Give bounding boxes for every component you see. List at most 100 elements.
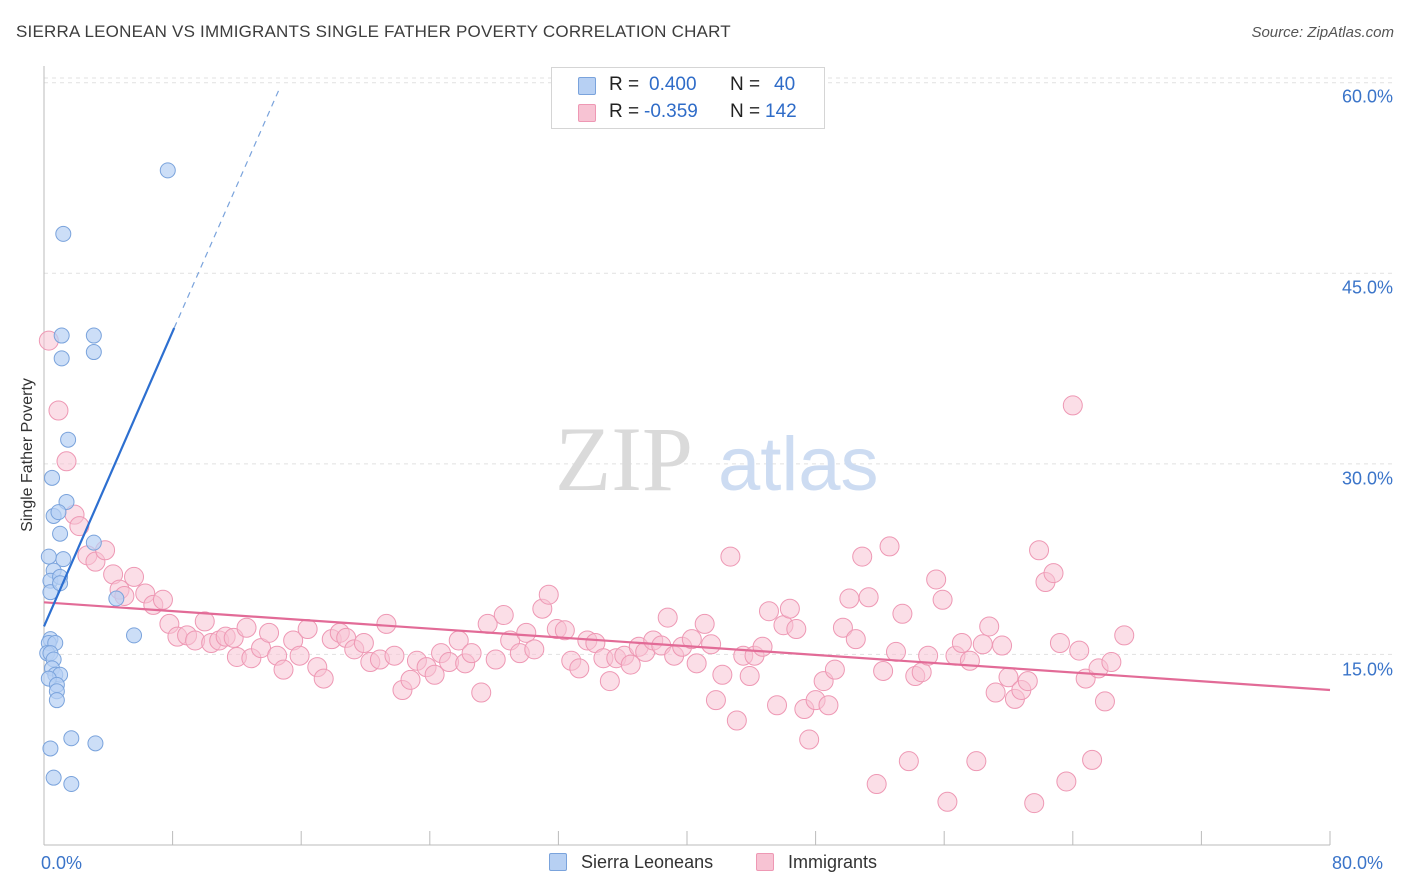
r-label: R = [609,101,640,122]
sierra-leoneans-point [108,590,125,607]
immigrants-point [353,632,374,653]
sierra-leoneans-points [39,162,176,793]
immigrants-point [259,622,280,643]
immigrants-point [873,660,894,681]
stats-row-sierra-leoneans: R = 0.400 N = 40 [552,74,824,100]
y-tick-15: 15.0% [1341,659,1393,680]
sierra-leoneans-point [85,534,102,551]
immigrants-point [313,668,334,689]
immigrants-point [1062,395,1083,416]
immigrants-trend-line [43,601,1331,692]
immigrants-point [376,613,397,634]
immigrants-point [779,598,800,619]
immigrants-point [767,695,788,716]
sierra-leoneans-point [53,327,70,344]
sierra-leoneans-point [60,431,77,448]
immigrants-point [799,729,820,750]
immigrants-point [1114,625,1135,646]
immigrants-point [485,649,506,670]
immigrants-point [926,569,947,590]
immigrants-point [752,636,773,657]
immigrants-point [824,659,845,680]
immigrants-point [289,645,310,666]
sierra-leoneans-point [85,344,102,361]
immigrants-point [701,634,722,655]
immigrants-point [758,601,779,622]
immigrants-point [720,546,741,567]
immigrants-point [236,617,257,638]
immigrants-point [959,650,980,671]
axes [43,66,1331,846]
sierra-leoneans-trend-extension [173,90,280,329]
sierra-leoneans-point [44,469,61,486]
legend-pink-swatch [756,853,774,871]
immigrants-point [739,666,760,687]
immigrants-point [985,682,1006,703]
immigrants-point [1056,771,1077,792]
immigrants-point [705,690,726,711]
immigrants-point [1029,540,1050,561]
immigrants-point [461,643,482,664]
immigrants-point [885,641,906,662]
sierra-leoneans-point [48,692,65,709]
sierra-leoneans-point [87,735,104,752]
immigrants-point [273,659,294,680]
immigrants-point [818,695,839,716]
sierra-leoneans-point [159,162,176,179]
immigrants-point [400,669,421,690]
immigrants-point [858,587,879,608]
sierra-leoneans-point [50,504,67,521]
r-label: R = [609,74,640,95]
immigrants-point [1069,640,1090,661]
watermark-zip: ZIP [555,408,693,510]
watermark-atlas: atlas [718,422,879,507]
immigrants-point [599,671,620,692]
trend-lines [42,90,1331,692]
immigrants-point [839,588,860,609]
immigrants-point [892,603,913,624]
immigrants-point [866,774,887,795]
immigrants-point [538,584,559,605]
immigrants-point [493,605,514,626]
n-value: 40 [774,74,796,95]
immigrants-point [152,589,173,610]
sierra-leoneans-trend-line [42,327,176,627]
n-label: N = [730,101,761,122]
sierra-leoneans-point [40,548,57,565]
sierra-leoneans-point [126,627,143,644]
immigrants-point [1101,652,1122,673]
immigrants-point [1049,632,1070,653]
immigrants-point [620,654,641,675]
r-value: -0.359 [644,101,698,122]
immigrants-point [424,664,445,685]
r-value: 0.400 [649,74,697,95]
sierra-leoneans-point [85,327,102,344]
immigrants-point [726,710,747,731]
immigrants-point [992,635,1013,656]
immigrants-point [384,645,405,666]
immigrants-point [712,664,733,685]
source-label: Source: ZipAtlas.com [1251,24,1394,41]
immigrants-point [569,658,590,679]
pink-swatch [578,104,596,122]
y-axis-label: Single Father Poverty [19,378,36,532]
immigrants-point [786,619,807,640]
immigrants-point [56,451,77,472]
y-tick-45: 45.0% [1341,277,1393,298]
immigrants-point [194,611,215,632]
immigrants-point [1082,749,1103,770]
immigrants-point [694,613,715,634]
immigrants-point [524,639,545,660]
immigrants-point [516,622,537,643]
sierra-leoneans-point [63,730,80,747]
sierra-leoneans-point [52,525,69,542]
immigrants-point [681,629,702,650]
immigrants-point [852,546,873,567]
n-label: N = [730,74,761,95]
immigrants-point [918,645,939,666]
y-tick-60: 60.0% [1341,86,1393,107]
y-tick-30: 30.0% [1341,468,1393,489]
immigrants-point [124,566,145,587]
immigrants-point [972,634,993,655]
